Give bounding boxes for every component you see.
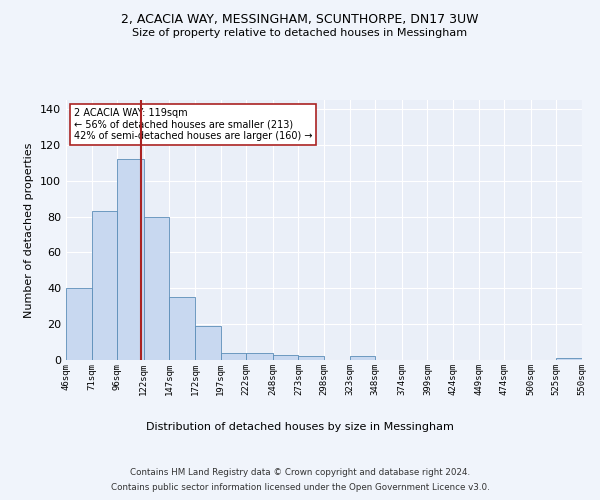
Bar <box>144 216 169 360</box>
Text: Contains HM Land Registry data © Crown copyright and database right 2024.: Contains HM Land Registry data © Crown c… <box>130 468 470 477</box>
Bar <box>169 297 195 360</box>
Bar <box>273 354 298 360</box>
Text: Size of property relative to detached houses in Messingham: Size of property relative to detached ho… <box>133 28 467 38</box>
Text: 2, ACACIA WAY, MESSINGHAM, SCUNTHORPE, DN17 3UW: 2, ACACIA WAY, MESSINGHAM, SCUNTHORPE, D… <box>121 12 479 26</box>
Bar <box>195 326 221 360</box>
Bar <box>92 211 117 360</box>
Bar <box>350 356 375 360</box>
Bar <box>221 353 246 360</box>
Bar <box>117 159 144 360</box>
Bar <box>556 358 582 360</box>
Text: 2 ACACIA WAY: 119sqm
← 56% of detached houses are smaller (213)
42% of semi-deta: 2 ACACIA WAY: 119sqm ← 56% of detached h… <box>74 108 312 141</box>
Text: Contains public sector information licensed under the Open Government Licence v3: Contains public sector information licen… <box>110 483 490 492</box>
Bar <box>246 353 273 360</box>
Y-axis label: Number of detached properties: Number of detached properties <box>25 142 34 318</box>
Text: Distribution of detached houses by size in Messingham: Distribution of detached houses by size … <box>146 422 454 432</box>
Bar <box>298 356 324 360</box>
Bar <box>66 288 92 360</box>
